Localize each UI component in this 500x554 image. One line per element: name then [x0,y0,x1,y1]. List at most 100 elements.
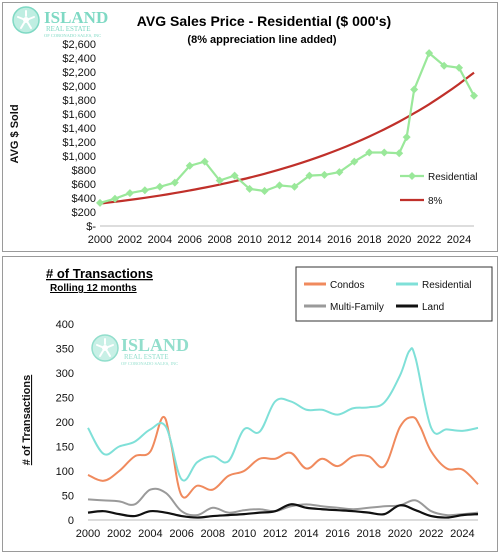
legend: Residential 8% [400,172,477,207]
y-tick-label: $2,000 [62,81,96,93]
y-tick-label: $1,400 [62,123,96,135]
y-tick-label: 200 [56,417,74,429]
chart-subtitle: (8% appreciation line added) [187,34,336,46]
data-point [440,61,449,70]
data-point [215,176,224,185]
data-point [335,168,344,177]
legend-label-land: Land [422,302,444,313]
brand-subtitle: REAL ESTATE [46,25,90,33]
x-tick-label: 2008 [201,528,225,540]
legend: Condos Residential Multi-Family Land [304,280,471,313]
series-line-condos [87,416,479,499]
brand-name: ISLAND [121,335,189,355]
y-tick-label: 0 [68,515,74,527]
data-point [260,187,269,195]
y-tick-label: 400 [56,319,74,331]
brand-name: ISLAND [44,8,108,27]
y-tick-label: 250 [56,393,74,405]
x-tick-label: 2024 [447,234,471,246]
x-tick-label: 2006 [178,234,202,246]
data-point [125,189,134,198]
y-tick-label: 150 [56,442,74,454]
data-point [290,182,299,191]
x-tick-label: 2016 [327,234,351,246]
brand-subtitle: REAL ESTATE [124,353,168,361]
x-tick-label: 2012 [263,528,287,540]
y-axis-label: AVG $ Sold [9,104,21,163]
x-tick-label: 2014 [294,528,318,540]
data-point [275,181,284,190]
data-point [425,49,434,58]
x-tick-label: 2006 [169,528,193,540]
x-tick-label: 2014 [297,234,321,246]
y-axis: $- $200 $400 $600 $800 $1,000 $1,200 $1,400 $1,6… [62,39,474,233]
x-tick-label: 2002 [118,234,142,246]
x-tick-label: 2000 [76,528,100,540]
avg-price-chart-panel [2,2,498,252]
x-tick-label: 2008 [207,234,231,246]
legend-box [295,266,493,322]
data-point [380,148,389,157]
data-point [96,198,104,207]
x-tick-label: 2010 [237,234,261,246]
y-tick-label: $1,000 [62,151,96,163]
y-tick-label: 50 [62,491,74,503]
data-point [155,182,164,191]
data-point [350,157,359,166]
data-point [140,186,149,195]
series-group [96,49,478,207]
data-point [395,149,404,158]
y-tick-label: $1,200 [62,137,96,149]
x-tick-label: 2004 [148,234,172,246]
series-line-multi-family [87,487,479,517]
chart-title: # of Transactions [46,266,153,281]
x-tick-label: 2018 [357,234,381,246]
x-tick-label: 2020 [387,234,411,246]
y-tick-label: $600 [72,179,96,191]
brand-tagline: OF CORONADO SALES, INC [121,361,178,367]
x-tick-label: 2024 [450,528,474,540]
data-point [320,170,329,179]
x-tick-label: 2020 [388,528,412,540]
y-tick-label: $200 [72,207,96,219]
x-tick-label: 2016 [325,528,349,540]
legend-marker [408,172,416,180]
y-tick-label: $2,400 [62,53,96,65]
y-tick-label: 350 [56,344,74,356]
y-tick-label: $1,600 [62,109,96,121]
series-line-residential [87,347,479,482]
y-tick-label: 100 [56,466,74,478]
y-tick-label: $2,600 [62,39,96,51]
series-line-land [87,503,479,519]
brand-tagline: OF CORONADO SALES, INC [44,33,101,39]
y-axis-label: # of Transactions [21,375,33,465]
x-tick-label: 2000 [88,234,112,246]
data-point [305,171,314,180]
x-tick-label: 2002 [107,528,131,540]
x-tick-label: 2022 [417,234,441,246]
data-point [170,178,179,187]
data-point [402,133,411,142]
x-tick-label: 2010 [232,528,256,540]
y-tick-label: 300 [56,368,74,380]
data-point [110,194,119,203]
island-logo-top: ISLAND REAL ESTATE OF CORONADO SALES, IN… [12,6,108,39]
chart-title: AVG Sales Price - Residential ($ 000's) [137,13,391,29]
legend-label-multi-family: Multi-Family [330,302,384,313]
y-axis: 0 50 100 150 200 250 300 350 400 [56,319,478,527]
x-tick-label: 2004 [138,528,162,540]
sand-dollar-icon [91,334,119,362]
y-tick-label: $800 [72,165,96,177]
series-group [87,347,479,519]
island-logo-watermark: ISLAND REAL ESTATE OF CORONADO SALES, IN… [91,334,189,367]
x-axis: 2000 2002 2004 2006 2008 2010 2012 2014 2016 2018… [76,528,475,540]
data-point [200,157,209,166]
y-tick-label: $- [86,221,96,233]
y-tick-label: $400 [72,193,96,205]
data-point [365,148,374,157]
y-tick-label: $2,200 [62,67,96,79]
data-point [455,63,464,72]
x-axis: 2000 2002 2004 2006 2008 2010 2012 2014 2016 2018… [88,234,472,246]
